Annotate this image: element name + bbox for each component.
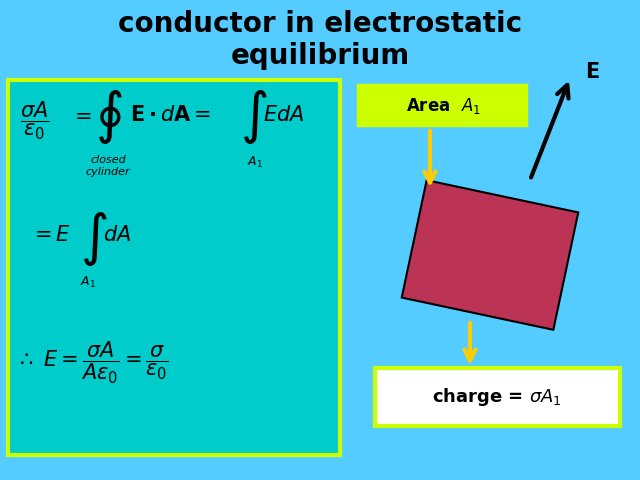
Text: $\therefore\ E = \dfrac{\sigma A}{A\varepsilon_0} = \dfrac{\sigma}{\varepsilon_0: $\therefore\ E = \dfrac{\sigma A}{A\vare… — [15, 340, 169, 386]
Text: $\oint$: $\oint$ — [95, 88, 123, 146]
Text: $= E$: $= E$ — [30, 225, 71, 245]
Text: closed
cylinder: closed cylinder — [86, 155, 131, 177]
Text: $\mathbf{E \bullet} d\mathbf{A} =$: $\mathbf{E \bullet} d\mathbf{A} =$ — [130, 105, 211, 125]
Text: Area  $A_1$: Area $A_1$ — [406, 96, 481, 116]
Text: $\dfrac{\sigma A}{\varepsilon_0}$: $\dfrac{\sigma A}{\varepsilon_0}$ — [20, 100, 49, 142]
Text: $EdA$: $EdA$ — [263, 105, 304, 125]
Text: charge = $\sigma A_1$: charge = $\sigma A_1$ — [432, 386, 562, 408]
Text: $dA$: $dA$ — [103, 225, 131, 245]
Text: conductor in electrostatic
equilibrium: conductor in electrostatic equilibrium — [118, 10, 522, 71]
Text: $=$: $=$ — [70, 105, 92, 125]
Bar — [375, 368, 620, 426]
Polygon shape — [402, 180, 579, 330]
Bar — [8, 80, 340, 455]
Text: $A_1$: $A_1$ — [247, 155, 263, 170]
Text: $\int$: $\int$ — [80, 210, 108, 268]
Bar — [358, 85, 526, 125]
Text: E: E — [585, 62, 599, 82]
Text: $A_1$: $A_1$ — [80, 275, 96, 290]
Text: $\int$: $\int$ — [240, 88, 268, 146]
